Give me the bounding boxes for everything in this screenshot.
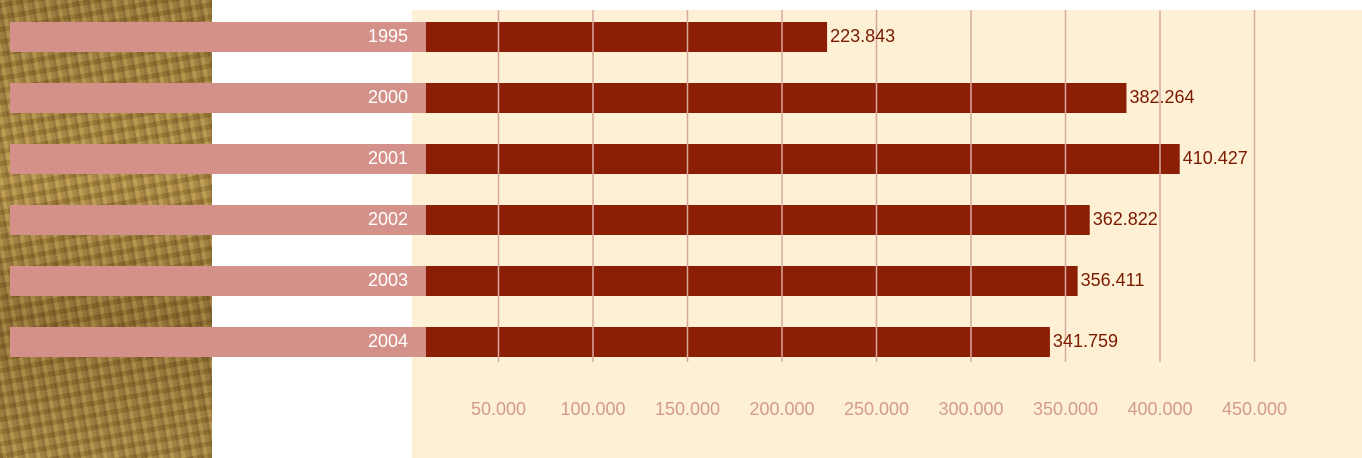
- category-label-bar: [10, 83, 426, 113]
- bar: [404, 205, 1090, 235]
- category-label-bar: [10, 22, 426, 52]
- value-label: 356.411: [1081, 270, 1145, 290]
- bar: [404, 144, 1180, 174]
- x-tick-label: 200.000: [749, 399, 814, 419]
- x-tick-label: 50.000: [471, 399, 526, 419]
- x-tick-label: 100.000: [560, 399, 625, 419]
- value-label: 341.759: [1053, 331, 1118, 351]
- category-label-bar: [10, 205, 426, 235]
- value-label: 223.843: [830, 26, 895, 46]
- category-label-bar: [10, 327, 426, 357]
- value-label: 362.822: [1093, 209, 1158, 229]
- x-tick-label: 250.000: [844, 399, 909, 419]
- category-label-bar: [10, 266, 426, 296]
- x-tick-label: 350.000: [1033, 399, 1098, 419]
- category-label: 2003: [368, 270, 408, 290]
- bar: [404, 83, 1127, 113]
- category-label: 2004: [368, 331, 408, 351]
- category-label-bar: [10, 144, 426, 174]
- x-tick-label: 450.000: [1222, 399, 1287, 419]
- category-label: 1995: [368, 26, 408, 46]
- category-label: 2002: [368, 209, 408, 229]
- bar: [404, 327, 1050, 357]
- value-label: 410.427: [1183, 148, 1248, 168]
- bar: [404, 266, 1078, 296]
- x-tick-label: 300.000: [938, 399, 1003, 419]
- bar: [404, 22, 828, 52]
- x-tick-label: 400.000: [1127, 399, 1192, 419]
- category-label: 2000: [368, 87, 408, 107]
- value-label: 382.264: [1129, 87, 1194, 107]
- category-label: 2001: [368, 148, 408, 168]
- x-tick-label: 150.000: [655, 399, 720, 419]
